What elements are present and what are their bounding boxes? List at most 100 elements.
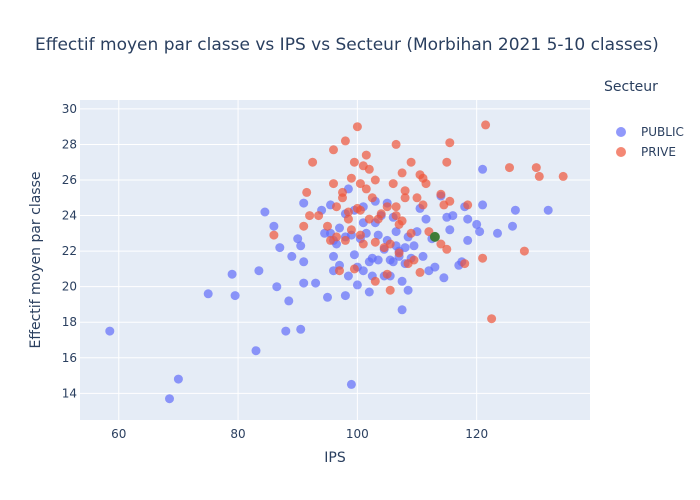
data-point[interactable] <box>230 291 240 301</box>
data-point[interactable] <box>397 276 407 286</box>
data-point[interactable] <box>385 239 395 249</box>
data-point[interactable] <box>269 230 279 240</box>
data-point[interactable] <box>534 171 544 181</box>
data-point[interactable] <box>478 164 488 174</box>
data-point[interactable] <box>445 196 455 206</box>
data-point[interactable] <box>329 179 338 189</box>
data-point[interactable] <box>299 278 309 288</box>
data-point[interactable] <box>418 200 428 210</box>
data-point[interactable] <box>376 209 386 219</box>
data-point[interactable] <box>346 225 356 235</box>
data-point[interactable] <box>361 184 371 194</box>
legend-item-prive[interactable]: PRIVE <box>616 145 676 159</box>
data-point[interactable] <box>481 120 491 130</box>
data-point[interactable] <box>463 214 473 224</box>
data-point[interactable] <box>406 157 416 167</box>
data-point[interactable] <box>397 168 407 178</box>
data-point[interactable] <box>412 193 422 203</box>
data-point[interactable] <box>203 289 213 299</box>
data-point[interactable] <box>343 214 353 224</box>
data-point[interactable] <box>409 241 419 251</box>
data-point[interactable] <box>332 232 341 242</box>
data-point[interactable] <box>340 136 350 146</box>
data-point[interactable] <box>299 257 309 267</box>
data-point[interactable] <box>105 326 115 336</box>
data-point[interactable] <box>436 189 446 199</box>
data-point[interactable] <box>478 253 488 263</box>
data-point[interactable] <box>370 237 380 247</box>
data-point[interactable] <box>558 171 568 181</box>
data-point[interactable] <box>391 227 401 237</box>
data-point[interactable] <box>275 243 285 253</box>
data-point[interactable] <box>332 202 341 212</box>
data-point[interactable] <box>340 235 350 245</box>
data-point[interactable] <box>323 292 332 302</box>
data-point[interactable] <box>305 211 315 221</box>
data-point[interactable] <box>284 296 294 306</box>
data-point[interactable] <box>352 280 362 290</box>
data-point[interactable] <box>430 262 440 272</box>
data-point[interactable] <box>352 122 362 132</box>
data-point[interactable] <box>400 186 410 196</box>
data-point[interactable] <box>382 202 392 212</box>
data-point[interactable] <box>406 228 416 238</box>
data-point[interactable] <box>391 139 401 149</box>
data-point[interactable] <box>397 305 407 315</box>
data-point[interactable] <box>415 267 425 277</box>
data-point[interactable] <box>409 255 419 265</box>
data-point[interactable] <box>445 225 455 235</box>
data-point[interactable] <box>340 291 350 301</box>
data-point[interactable] <box>299 221 309 231</box>
data-point[interactable] <box>505 163 514 173</box>
data-point[interactable] <box>269 221 279 231</box>
data-point[interactable] <box>543 205 553 215</box>
data-point[interactable] <box>367 193 377 203</box>
data-point[interactable] <box>373 255 383 265</box>
data-point[interactable] <box>343 271 353 281</box>
data-point[interactable] <box>227 269 237 279</box>
data-point[interactable] <box>355 179 365 189</box>
data-point[interactable] <box>260 207 270 217</box>
data-point[interactable] <box>382 269 392 279</box>
data-point[interactable] <box>508 221 517 231</box>
data-point[interactable] <box>460 259 470 269</box>
data-point[interactable] <box>335 266 344 276</box>
data-point[interactable] <box>388 257 398 267</box>
data-point[interactable] <box>439 273 449 283</box>
data-point[interactable] <box>308 157 318 167</box>
data-point[interactable] <box>391 202 401 212</box>
data-point[interactable] <box>302 187 312 197</box>
data-point[interactable] <box>329 251 338 261</box>
data-point[interactable] <box>448 211 458 221</box>
data-point[interactable] <box>394 248 404 258</box>
data-point[interactable] <box>346 173 356 183</box>
data-point[interactable] <box>335 223 344 233</box>
data-point[interactable] <box>346 379 356 389</box>
data-point[interactable] <box>299 198 309 208</box>
data-point[interactable] <box>403 285 413 295</box>
data-point[interactable] <box>370 276 380 286</box>
data-point[interactable] <box>391 211 401 221</box>
data-point[interactable] <box>251 346 261 356</box>
data-point[interactable] <box>329 145 338 155</box>
data-point[interactable] <box>385 285 395 295</box>
data-point[interactable] <box>429 231 440 242</box>
data-point[interactable] <box>400 193 410 203</box>
data-point[interactable] <box>173 374 183 384</box>
data-point[interactable] <box>463 200 473 210</box>
data-point[interactable] <box>323 221 332 231</box>
data-point[interactable] <box>493 228 502 238</box>
data-point[interactable] <box>355 205 365 215</box>
data-point[interactable] <box>370 175 380 185</box>
data-point[interactable] <box>445 138 455 148</box>
data-point[interactable] <box>281 326 291 336</box>
data-point[interactable] <box>510 205 520 215</box>
legend-item-public[interactable]: PUBLIC <box>616 125 684 139</box>
data-point[interactable] <box>358 266 368 276</box>
data-point[interactable] <box>388 179 398 189</box>
data-point[interactable] <box>296 324 306 334</box>
data-point[interactable] <box>165 394 174 404</box>
data-point[interactable] <box>343 207 353 217</box>
data-point[interactable] <box>355 230 365 240</box>
data-point[interactable] <box>400 243 410 253</box>
